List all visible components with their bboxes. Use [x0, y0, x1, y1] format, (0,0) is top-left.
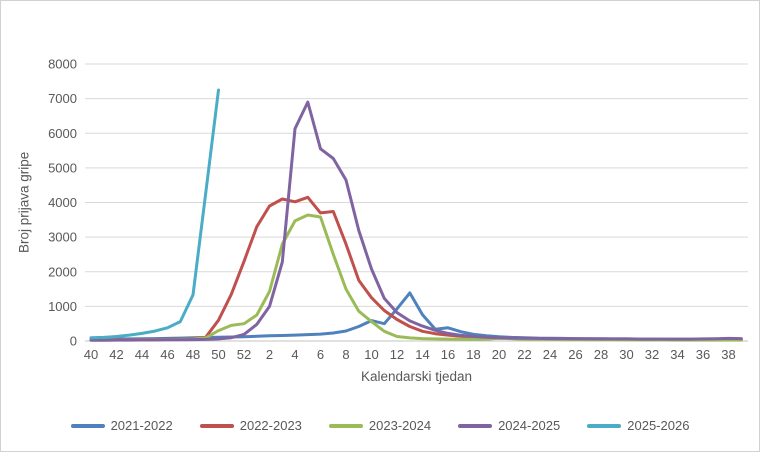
x-tick-label: 36 [696, 347, 710, 362]
x-tick-label: 32 [645, 347, 659, 362]
x-tick-label: 38 [721, 347, 735, 362]
x-tick-label: 12 [390, 347, 404, 362]
y-tick-label: 1000 [48, 299, 77, 314]
x-tick-label: 6 [317, 347, 324, 362]
x-tick-label: 26 [568, 347, 582, 362]
x-tick-label: 46 [160, 347, 174, 362]
y-tick-label: 5000 [48, 160, 77, 175]
x-tick-label: 30 [619, 347, 633, 362]
x-tick-label: 20 [492, 347, 506, 362]
x-tick-label: 18 [466, 347, 480, 362]
x-tick-label: 48 [186, 347, 200, 362]
series-line-2024-2025 [89, 100, 743, 342]
y-tick-label: 2000 [48, 264, 77, 279]
legend-label: 2022-2023 [239, 418, 302, 433]
x-tick-label: 24 [543, 347, 557, 362]
x-tick-label: 40 [84, 347, 98, 362]
x-tick-label: 50 [211, 347, 225, 362]
x-tick-label: 14 [415, 347, 429, 362]
legend-item-2025-2026: 2025-2026 [587, 418, 689, 433]
series-line-2022-2023 [89, 195, 743, 342]
legend-item-2023-2024: 2023-2024 [328, 418, 432, 433]
legend-swatch [458, 423, 493, 428]
x-tick-label: 34 [670, 347, 684, 362]
y-tick-label: 3000 [48, 230, 77, 245]
x-tick-label: 28 [594, 347, 608, 362]
x-tick-label: 52 [237, 347, 251, 362]
x-tick-label: 16 [441, 347, 455, 362]
legend-item-2021-2022: 2021-2022 [70, 418, 173, 433]
x-tick-label: 42 [109, 347, 123, 362]
x-tick-label: 10 [364, 347, 378, 362]
legend-label: 2023-2024 [368, 418, 432, 433]
series-line-2025-2026 [89, 88, 220, 340]
legend-swatch [587, 423, 622, 428]
series-line-2023-2024 [89, 213, 743, 342]
legend-label: 2024-2025 [498, 418, 561, 433]
x-tick-label: 22 [517, 347, 531, 362]
legend-swatch [328, 423, 363, 428]
legend-item-2024-2025: 2024-2025 [458, 418, 560, 433]
y-tick-label: 4000 [48, 195, 77, 210]
series-line-2021-2022 [89, 291, 743, 341]
x-axis-title: Kalendarski tjedan [360, 369, 473, 384]
x-tick-label: 8 [342, 347, 349, 362]
legend-item-2022-2023: 2022-2023 [199, 418, 302, 433]
x-tick-label: 2 [266, 347, 273, 362]
legend-swatch [199, 423, 234, 428]
x-tick-label: 4 [291, 347, 298, 362]
y-tick-label: 0 [70, 334, 77, 349]
y-tick-label: 8000 [48, 57, 77, 72]
legend-swatch [70, 423, 105, 428]
y-tick-label: 6000 [48, 126, 77, 141]
legend: 2021-2022 2022-2023 2023-2024 2024-2025 2025… [1, 418, 759, 433]
legend-label: 2021-2022 [110, 418, 173, 433]
x-tick-label: 44 [135, 347, 149, 362]
legend-label: 2025-2026 [627, 418, 690, 433]
y-tick-label: 7000 [48, 91, 77, 106]
